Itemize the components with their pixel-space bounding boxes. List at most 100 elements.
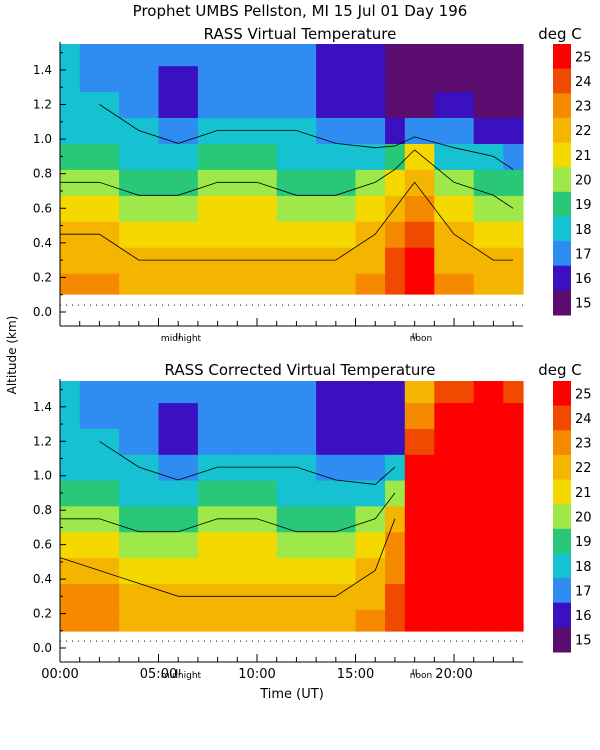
- heatmap-cell: [503, 531, 524, 559]
- heatmap-cell: [119, 65, 160, 93]
- heatmap-cell: [237, 531, 278, 559]
- heatmap-cell: [197, 381, 238, 404]
- colorbar-swatch: [553, 290, 571, 316]
- heatmap-cell: [385, 65, 406, 93]
- heatmap-cell: [473, 44, 504, 67]
- heatmap-cell: [355, 273, 386, 295]
- heatmap-cell: [276, 381, 317, 404]
- heatmap-cell: [355, 428, 386, 455]
- heatmap-cell: [197, 609, 238, 632]
- x-tick-label: 05:00: [140, 667, 177, 682]
- heatmap-cell: [473, 557, 504, 584]
- heatmap-cell: [434, 609, 475, 632]
- heatmap-cell: [158, 557, 199, 584]
- heatmap-cell: [434, 195, 475, 222]
- heatmap-cell: [503, 143, 524, 170]
- colorbar-swatch: [553, 167, 571, 193]
- heatmap-cell: [197, 195, 238, 222]
- panel-2-midnight-label: midnight: [161, 671, 202, 681]
- colorbar-swatch: [553, 265, 571, 291]
- colorbar-tick-label: 16: [575, 609, 592, 624]
- heatmap-cell: [119, 195, 160, 222]
- panel-1-heatmap: [60, 44, 524, 295]
- heatmap-cell: [355, 531, 386, 559]
- heatmap-cell: [79, 402, 120, 429]
- panel-2-noon-label: noon: [410, 671, 432, 681]
- colorbar-swatch: [553, 142, 571, 168]
- heatmap-cell: [355, 402, 386, 429]
- heatmap-cell: [503, 583, 524, 610]
- x-tick-label: 20:00: [435, 667, 472, 682]
- heatmap-cell: [60, 91, 81, 118]
- heatmap-cell: [473, 169, 504, 196]
- y-tick-label: 1.4: [33, 400, 52, 414]
- heatmap-cell: [79, 65, 120, 93]
- heatmap-cell: [276, 221, 317, 248]
- heatmap-cell: [79, 381, 120, 404]
- colorbar-tick-label: 19: [575, 198, 592, 213]
- heatmap-cell: [60, 428, 81, 455]
- heatmap-cell: [473, 117, 504, 144]
- heatmap-cell: [79, 273, 120, 295]
- panel-2-colorbar: 25 24 23 22 21 20 19 18 17 16 15: [553, 381, 592, 653]
- y-tick-label: 1.2: [33, 98, 52, 112]
- y-tick-label: 0.8: [33, 167, 52, 181]
- heatmap-cell: [473, 195, 504, 222]
- colorbar-tick-label: 19: [575, 535, 592, 550]
- heatmap-cell: [237, 91, 278, 118]
- colorbar-tick-label: 17: [575, 584, 592, 599]
- heatmap-cell: [276, 195, 317, 222]
- heatmap-cell: [404, 583, 435, 610]
- y-tick-label: 1.2: [33, 434, 52, 448]
- y-tick-label: 0.0: [33, 641, 52, 655]
- heatmap-cell: [237, 44, 278, 67]
- heatmap-cell: [197, 402, 238, 429]
- panel-2-heatmap: [60, 381, 524, 632]
- heatmap-cell: [473, 480, 504, 507]
- colorbar-tick-label: 18: [575, 560, 592, 575]
- heatmap-cell: [355, 583, 386, 610]
- heatmap-cell: [473, 91, 504, 118]
- heatmap-cell: [158, 143, 199, 170]
- heatmap-cell: [404, 91, 435, 118]
- colorbar-tick-label: 22: [575, 461, 592, 476]
- heatmap-cell: [79, 143, 120, 170]
- heatmap-cell: [404, 505, 435, 533]
- heatmap-cell: [158, 117, 199, 144]
- heatmap-cell: [158, 505, 199, 533]
- heatmap-cell: [237, 480, 278, 507]
- panel-1-noon-label: noon: [410, 334, 432, 344]
- heatmap-cell: [119, 428, 160, 455]
- heatmap-cell: [473, 143, 504, 170]
- heatmap-cell: [276, 609, 317, 632]
- x-axis-label: Time (UT): [259, 687, 324, 702]
- contour-line: [60, 149, 514, 209]
- contour-line: [59, 518, 396, 597]
- heatmap-cell: [434, 531, 475, 559]
- heatmap-cell: [355, 247, 386, 274]
- heatmap-cell: [404, 65, 435, 93]
- heatmap-cell: [79, 44, 120, 67]
- heatmap-cell: [404, 480, 435, 507]
- heatmap-cell: [119, 609, 160, 632]
- heatmap-cell: [158, 454, 199, 481]
- heatmap-cell: [60, 557, 81, 584]
- heatmap-cell: [355, 557, 386, 584]
- heatmap-cell: [385, 143, 406, 170]
- heatmap-cell: [316, 117, 357, 144]
- heatmap-cell: [237, 609, 278, 632]
- heatmap-cell: [60, 143, 81, 170]
- heatmap-cell: [385, 505, 406, 533]
- x-tick-label: 15:00: [337, 667, 374, 682]
- panel-2-contour-lines: [59, 440, 396, 597]
- heatmap-cell: [434, 583, 475, 610]
- heatmap-cell: [276, 428, 317, 455]
- heatmap-cell: [276, 273, 317, 295]
- colorbar-swatch: [553, 553, 571, 579]
- heatmap-cell: [119, 44, 160, 67]
- heatmap-cell: [316, 428, 357, 455]
- heatmap-cell: [276, 480, 317, 507]
- heatmap-cell: [404, 169, 435, 196]
- heatmap-cell: [60, 480, 81, 507]
- heatmap-cell: [434, 428, 475, 455]
